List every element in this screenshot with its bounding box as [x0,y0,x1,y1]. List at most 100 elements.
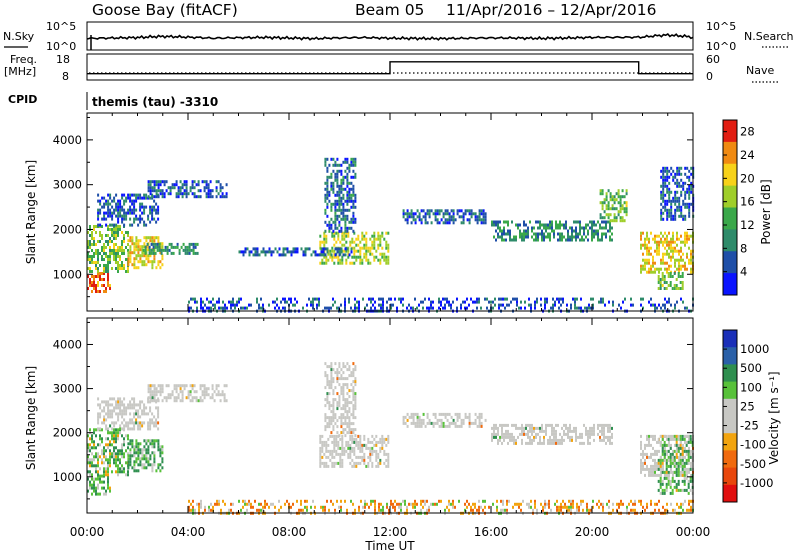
power-cell [115,208,118,212]
power-cell [682,181,685,185]
velocity-cell [339,464,342,468]
velocity-cell [527,435,529,439]
velocity-cell [151,418,154,422]
power-cell [350,205,353,209]
power-cell [609,223,611,227]
power-cell [347,231,350,235]
velocity-cell [499,435,501,439]
power-cell [133,208,136,212]
power-cell [373,243,376,247]
velocity-cell [669,479,672,483]
power-cell [348,193,351,197]
power-cell [147,217,150,221]
velocity-cell [426,421,429,425]
power-cell [336,202,339,206]
power-cell [574,297,576,301]
velocity-cell [675,440,678,444]
velocity-cell [355,437,358,441]
power-cell [123,234,125,237]
velocity-cell [97,473,99,477]
velocity-cell [155,421,158,425]
velocity-cell [578,508,580,512]
power-cell [690,267,692,271]
velocity-cell [119,403,122,407]
velocity-cell [681,452,684,456]
velocity-cell [331,455,334,459]
power-cell [336,190,339,194]
velocity-cell [141,400,144,404]
velocity-cell [127,473,129,477]
velocity-panel-frame [86,317,694,514]
velocity-cell [222,499,224,503]
power-cell [87,287,89,290]
power-cell [688,184,691,188]
velocity-cell [321,446,324,450]
power-cell [338,250,341,254]
velocity-cell [337,440,340,444]
power-cell [662,234,664,238]
velocity-cell [137,469,140,473]
power-cell [119,208,122,212]
power-cell [377,237,380,241]
power-cell [331,234,334,238]
power-cell [404,212,407,216]
power-cell [222,300,224,304]
power-cell [676,237,678,241]
power-cell [144,245,147,249]
power-cell [168,248,171,252]
power-cell [663,275,666,278]
velocity-cell [129,427,132,431]
velocity-cell [161,384,164,388]
power-cell [319,246,322,250]
power-cell [135,199,138,203]
power-cell [666,166,669,170]
power-cell [676,166,679,170]
power-scatter [87,157,695,313]
power-cell [93,275,95,278]
power-cell [678,249,680,253]
velocity-cell [109,443,111,447]
power-cell [344,303,346,307]
power-cell [149,180,152,184]
velocity-cell [491,432,493,436]
power-cell [597,232,599,236]
power-cell [192,297,194,301]
power-cell [621,207,624,211]
power-cell [115,231,117,234]
velocity-cell [589,429,591,433]
power-cell [662,181,665,185]
velocity-cell [573,429,575,433]
velocity-cell [470,508,472,512]
velocity-cell [93,458,95,462]
power-cell [93,255,95,258]
velocity-cell [167,384,170,388]
power-cell [617,201,620,205]
velocity-cell [688,502,690,506]
power-cell [101,284,103,287]
power-cell [185,189,188,193]
power-cell [139,245,142,249]
power-cell [414,218,417,222]
velocity-cell [340,425,343,429]
velocity-cell [377,464,380,468]
power-cell [577,220,579,224]
velocity-cell [133,412,136,416]
velocity-cell [671,461,674,465]
power-cell [194,245,197,249]
power-cell [684,196,687,200]
velocity-cell [599,429,601,433]
power-cell [385,255,388,259]
velocity-cell [324,416,327,420]
velocity-cell [519,426,521,430]
velocity-cell [687,458,690,462]
velocity-cell [681,446,684,450]
velocity-cell [620,499,622,503]
velocity-cell [521,423,523,427]
power-cell [248,303,250,307]
power-cell [586,306,588,310]
velocity-cell [648,437,650,441]
velocity-cell [669,452,672,456]
power-cell [352,202,355,206]
velocity-cell [432,424,435,428]
velocity-cell [513,423,515,427]
